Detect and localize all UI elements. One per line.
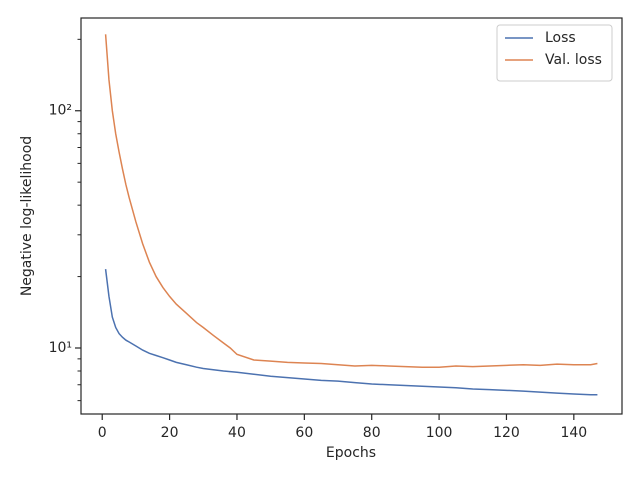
y-axis-label: Negative log-likelihood [19,136,35,296]
x-tick-label: 0 [98,425,107,441]
x-tick-label: 140 [560,425,587,441]
x-axis-label: Epochs [326,445,376,461]
x-tick-label: 40 [228,425,246,441]
y-tick-label: 10² [49,103,72,119]
y-tick-label: 10¹ [49,340,72,356]
axes-frame [80,17,623,415]
series-line [104,34,598,368]
legend-label: Loss [545,30,576,46]
legend-label: Val. loss [545,52,602,68]
x-tick-label: 60 [295,425,313,441]
x-tick-label: 120 [493,425,520,441]
legend-box [496,24,613,82]
x-tick-label: 100 [426,425,453,441]
series-line [104,269,598,396]
x-tick-label: 20 [161,425,179,441]
x-tick-label: 80 [363,425,381,441]
